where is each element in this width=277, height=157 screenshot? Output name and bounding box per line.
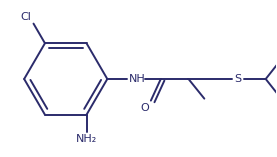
Text: NH₂: NH₂ [76,134,97,144]
Text: NH: NH [129,74,146,84]
Text: O: O [140,103,149,113]
Text: S: S [234,74,242,84]
Text: Cl: Cl [21,12,32,22]
